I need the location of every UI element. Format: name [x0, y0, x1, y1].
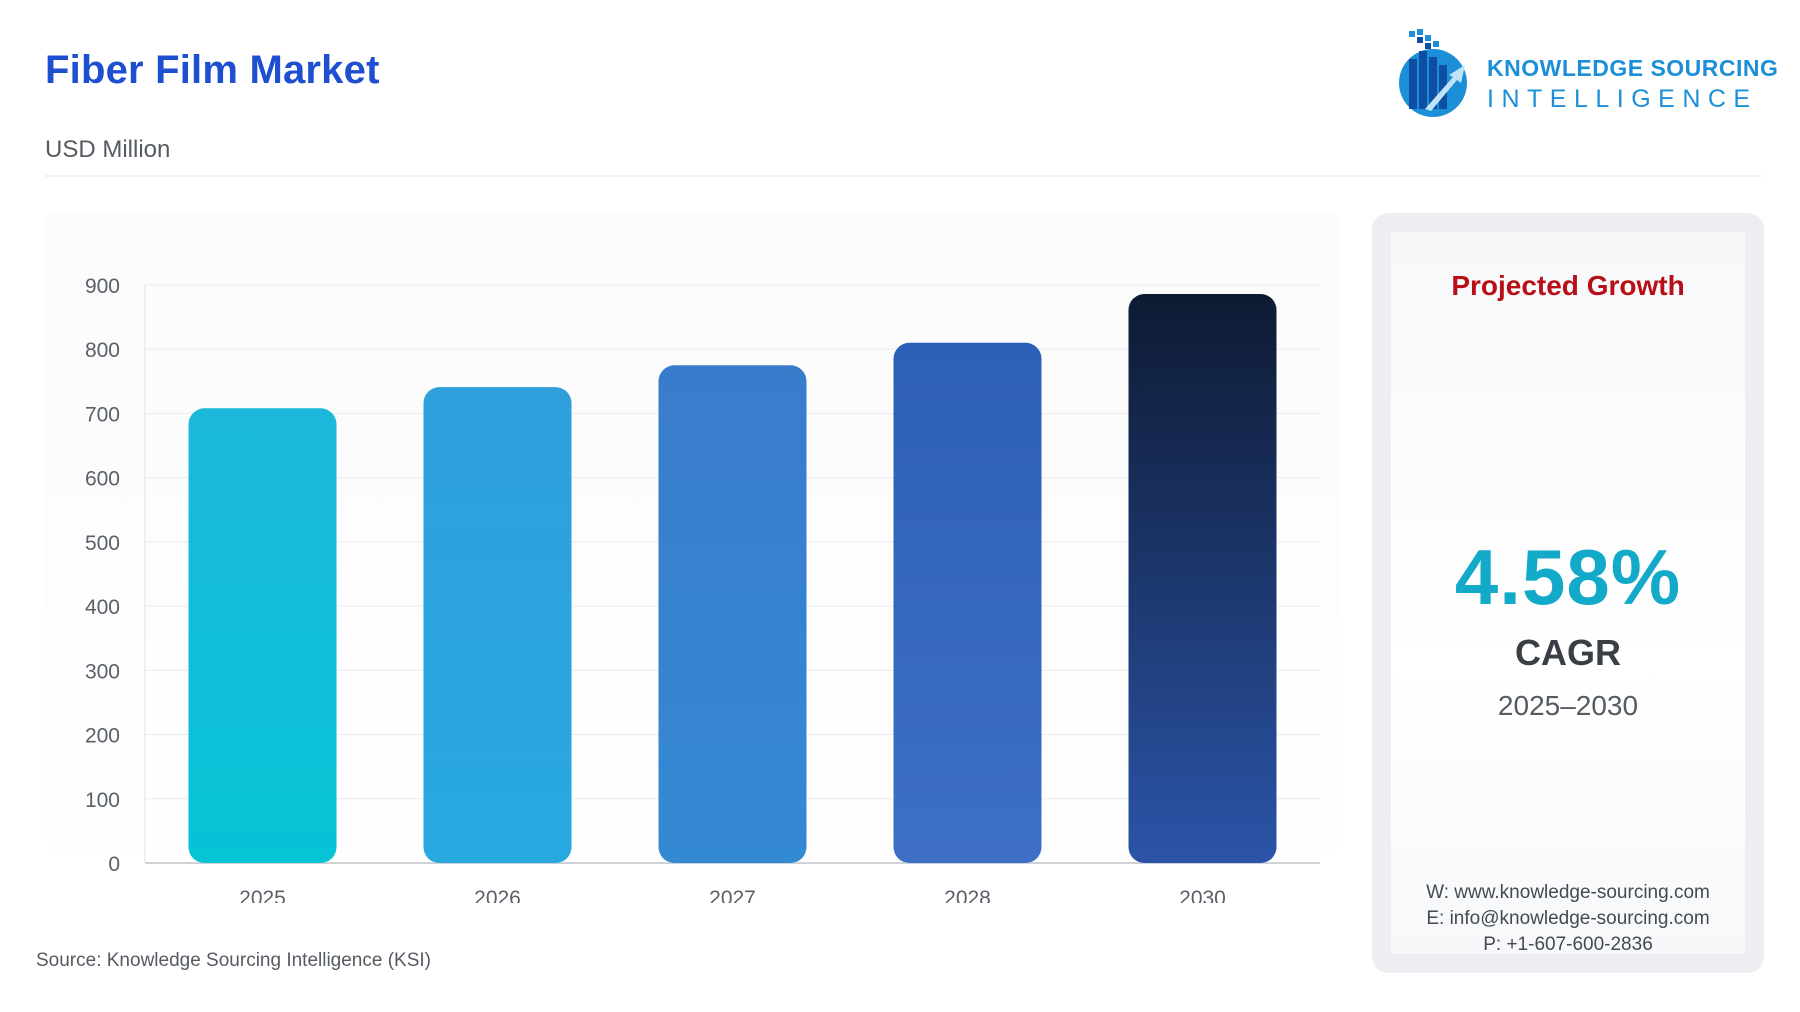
page-title: Fiber Film Market — [45, 48, 380, 92]
bar-2028 — [893, 342, 1042, 863]
y-tick-label: 400 — [85, 596, 120, 619]
growth-panel: Projected Growth 4.58% CAGR 2025–2030 W:… — [1372, 213, 1764, 973]
logo-text-line2: INTELLIGENCE — [1487, 85, 1758, 113]
y-tick-label: 700 — [85, 403, 120, 426]
cagr-label: CAGR — [1515, 632, 1621, 673]
y-tick-label: 900 — [85, 275, 120, 298]
contact-email: E: info@knowledge-sourcing.com — [1426, 908, 1710, 929]
growth-card: Projected Growth 4.58% CAGR 2025–2030 W:… — [1391, 232, 1745, 955]
x-tick-label: 2026 — [474, 887, 521, 903]
y-tick-label: 500 — [85, 532, 120, 555]
bar-2030 — [1128, 293, 1277, 864]
bar-chart: 0 100 200 300 400 500 600 700 800 900 2025 2026 2027… — [85, 275, 1320, 903]
y-tick-label: 100 — [85, 789, 120, 812]
header-divider — [45, 175, 1762, 177]
contact-website: W: www.knowledge-sourcing.com — [1426, 882, 1710, 903]
bar-2026 — [423, 387, 572, 863]
source-note: Source: Knowledge Sourcing Intelligence … — [36, 950, 432, 971]
y-tick-label: 200 — [85, 725, 120, 748]
cagr-period: 2025–2030 — [1497, 690, 1639, 721]
bar-2025 — [188, 408, 337, 863]
y-tick-label: 600 — [85, 468, 120, 491]
x-tick-label: 2025 — [239, 887, 286, 903]
x-tick-label: 2028 — [944, 887, 991, 903]
y-tick-label: 300 — [85, 660, 120, 683]
y-tick-label: 0 — [108, 853, 120, 876]
contact-phone: P: +1-607-600-2836 — [1483, 934, 1653, 955]
projected-growth-title: Projected Growth — [1451, 270, 1685, 301]
logo-text-line1: KNOWLEDGE SOURCING — [1487, 55, 1779, 81]
unit-subtitle: USD Million — [45, 136, 171, 163]
y-tick-label: 800 — [85, 339, 120, 362]
cagr-value: 4.58% — [1454, 533, 1682, 621]
company-logo: KNOWLEDGE SOURCING INTELLIGENCE — [1395, 25, 1779, 125]
x-tick-label: 2027 — [709, 887, 756, 903]
x-tick-label: 2030 — [1179, 887, 1226, 903]
building-arrow-logo-icon — [1399, 29, 1467, 117]
bar-2027 — [658, 365, 807, 863]
